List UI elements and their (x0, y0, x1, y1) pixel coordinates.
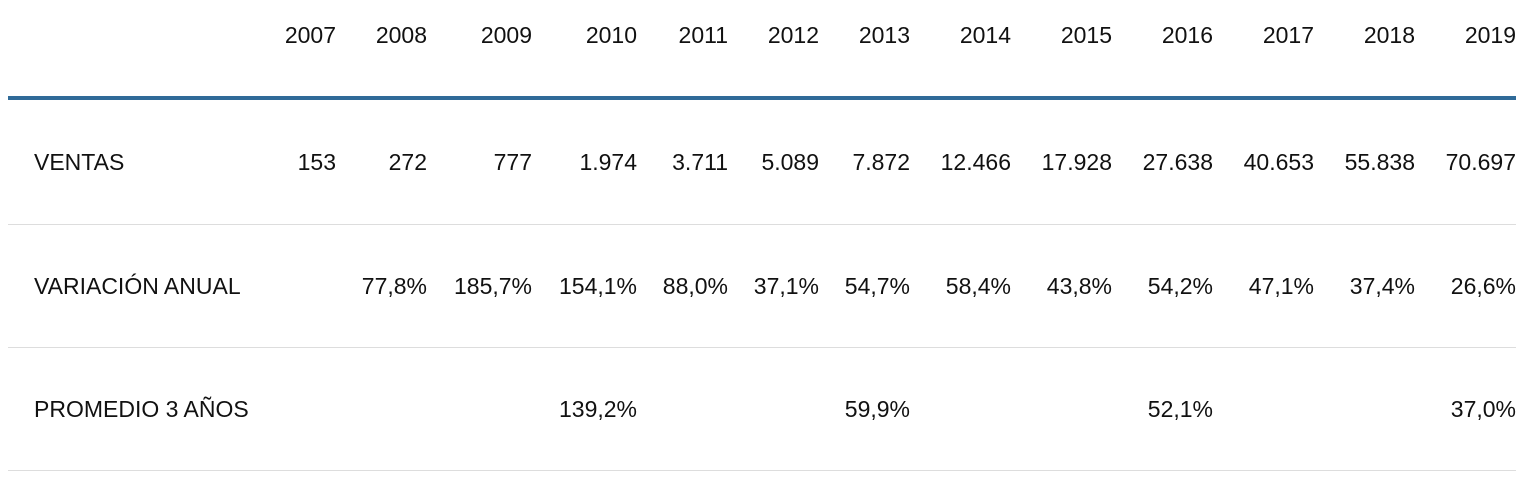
table-cell: 37,1% (728, 224, 819, 348)
table-cell: 88,0% (637, 224, 728, 348)
table-cell: 52,1% (1112, 347, 1213, 471)
table-cell: 37,4% (1314, 224, 1415, 348)
sales-table: 2007 2008 2009 2010 2011 2012 2013 2014 … (8, 0, 1516, 471)
table-cell (728, 347, 819, 471)
table-cell (427, 347, 532, 471)
sales-table-container: 2007 2008 2009 2010 2011 2012 2013 2014 … (8, 0, 1516, 471)
table-cell: 40.653 (1213, 98, 1314, 225)
year-header: 2007 (258, 0, 336, 100)
table-cell: 153 (258, 98, 336, 225)
table-cell: 47,1% (1213, 224, 1314, 348)
table-cell: 59,9% (819, 347, 910, 471)
table-cell (1011, 347, 1112, 471)
table-cell: 272 (336, 98, 427, 225)
year-header: 2015 (1011, 0, 1112, 100)
table-cell (1314, 347, 1415, 471)
header-row: 2007 2008 2009 2010 2011 2012 2013 2014 … (8, 0, 1516, 100)
table-cell: 27.638 (1112, 98, 1213, 225)
table-cell: 185,7% (427, 224, 532, 348)
table-cell: 12.466 (910, 98, 1011, 225)
table-cell: 7.872 (819, 98, 910, 225)
table-cell: 26,6% (1415, 224, 1516, 348)
table-cell: 154,1% (532, 224, 637, 348)
year-header: 2012 (728, 0, 819, 100)
year-header: 2013 (819, 0, 910, 100)
year-header: 2019 (1415, 0, 1516, 100)
year-header: 2017 (1213, 0, 1314, 100)
row-label: VARIACIÓN ANUAL (8, 224, 258, 348)
table-cell: 1.974 (532, 98, 637, 225)
table-cell: 17.928 (1011, 98, 1112, 225)
table-cell: 43,8% (1011, 224, 1112, 348)
table-cell (336, 347, 427, 471)
table-cell: 77,8% (336, 224, 427, 348)
table-cell: 37,0% (1415, 347, 1516, 471)
year-header: 2014 (910, 0, 1011, 100)
table-cell: 70.697 (1415, 98, 1516, 225)
table-cell (910, 347, 1011, 471)
year-header: 2008 (336, 0, 427, 100)
table-cell: 55.838 (1314, 98, 1415, 225)
table-cell (258, 347, 336, 471)
table-cell: 54,7% (819, 224, 910, 348)
table-cell: 3.711 (637, 98, 728, 225)
table-row-variacion-anual: VARIACIÓN ANUAL 77,8% 185,7% 154,1% 88,0… (8, 224, 1516, 348)
table-cell (637, 347, 728, 471)
table-cell: 777 (427, 98, 532, 225)
row-label: VENTAS (8, 98, 258, 225)
table-cell: 58,4% (910, 224, 1011, 348)
year-header: 2018 (1314, 0, 1415, 100)
table-row-ventas: VENTAS 153 272 777 1.974 3.711 5.089 7.8… (8, 98, 1516, 225)
year-header: 2009 (427, 0, 532, 100)
year-header: 2011 (637, 0, 728, 100)
year-header: 2010 (532, 0, 637, 100)
table-cell (258, 224, 336, 348)
row-label: PROMEDIO 3 AÑOS (8, 347, 258, 471)
header-corner-cell (8, 0, 258, 100)
table-cell: 139,2% (532, 347, 637, 471)
year-header: 2016 (1112, 0, 1213, 100)
table-cell: 5.089 (728, 98, 819, 225)
table-row-promedio-3-anos: PROMEDIO 3 AÑOS 139,2% 59,9% 52,1% 37,0% (8, 347, 1516, 471)
table-cell (1213, 347, 1314, 471)
table-cell: 54,2% (1112, 224, 1213, 348)
